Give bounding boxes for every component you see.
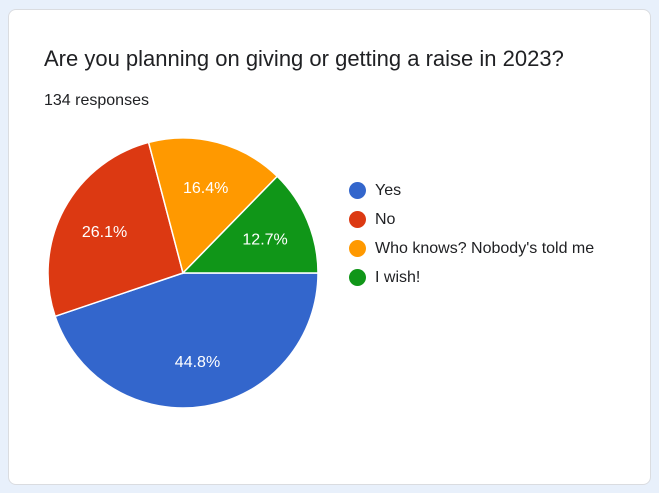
legend-item-i-wish[interactable]: I wish! <box>349 263 594 292</box>
pie-label-who-knows: 16.4% <box>183 180 228 197</box>
legend-label-no: No <box>375 210 396 228</box>
pie-chart: 44.8% 26.1% 16.4% 12.7% <box>47 137 319 409</box>
pie-slice-who-knows[interactable] <box>147 137 279 275</box>
pie-slice-yes[interactable] <box>54 272 319 409</box>
legend-swatch-i-wish <box>349 269 366 286</box>
pie-label-yes: 44.8% <box>175 354 220 371</box>
chart-card: Are you planning on giving or getting a … <box>8 9 651 485</box>
legend-label-yes: Yes <box>375 181 402 199</box>
legend-swatch-who-knows <box>349 240 366 257</box>
pie-label-i-wish: 12.7% <box>242 231 287 248</box>
legend-swatch-no <box>349 211 366 228</box>
legend-label-i-wish: I wish! <box>375 268 421 286</box>
legend-label-who-knows: Who knows? Nobody's told me <box>375 239 595 257</box>
pie-slice-i-wish[interactable] <box>181 175 319 274</box>
chart-title: Are you planning on giving or getting a … <box>44 46 564 71</box>
legend-item-no[interactable]: No <box>349 205 594 234</box>
response-count: 134 responses <box>44 92 149 109</box>
pie-slice-labels: 44.8% 26.1% 16.4% 12.7% <box>82 180 288 371</box>
pie-slices <box>47 137 319 409</box>
pie-slice-no[interactable] <box>47 141 184 318</box>
chart-legend: Yes No Who knows? Nobody's told me I wis… <box>349 176 594 292</box>
legend-swatch-yes <box>349 182 366 199</box>
pie-label-no: 26.1% <box>82 224 127 241</box>
legend-item-yes[interactable]: Yes <box>349 176 594 205</box>
legend-item-who-knows[interactable]: Who knows? Nobody's told me <box>349 234 594 263</box>
